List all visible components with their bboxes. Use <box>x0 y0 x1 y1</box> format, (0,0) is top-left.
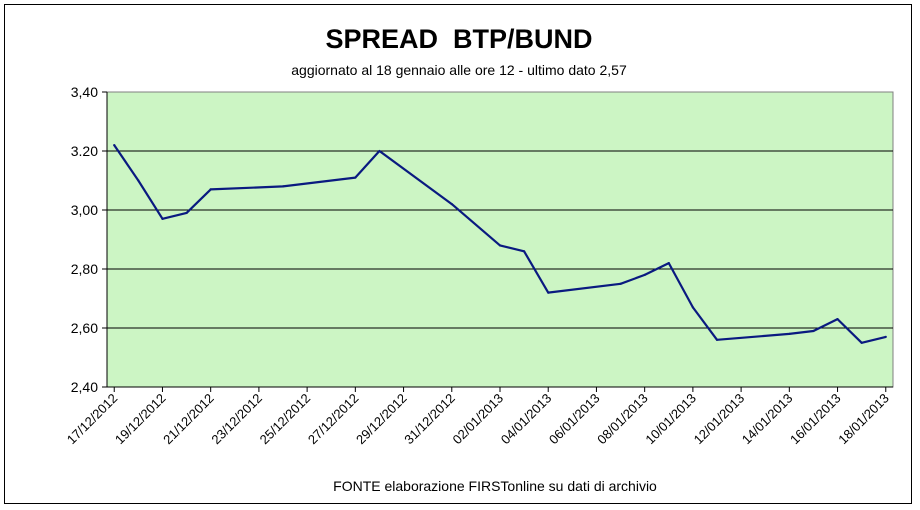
spread-chart: SPREAD BTP/BUND aggiornato al 18 gennaio… <box>64 24 894 494</box>
data-point <box>498 244 502 247</box>
x-tick-label: 06/01/2013 <box>546 391 603 448</box>
data-point <box>378 149 381 153</box>
data-point <box>523 250 526 253</box>
x-tick-label: 08/01/2013 <box>594 391 651 448</box>
data-point <box>450 203 453 206</box>
x-tick-label: 14/01/2013 <box>739 391 796 448</box>
y-tick-label: 3.20 <box>71 143 98 159</box>
chart-title: SPREAD BTP/BUND <box>325 24 592 54</box>
data-point <box>691 306 694 309</box>
x-tick-label: 02/01/2013 <box>449 391 506 448</box>
x-tick-label: 25/12/2012 <box>257 391 314 448</box>
data-point <box>281 185 285 188</box>
x-tick-label: 29/12/2012 <box>353 391 410 448</box>
x-tick-label: 18/01/2013 <box>835 391 892 448</box>
data-point <box>209 188 212 191</box>
data-point <box>113 144 116 147</box>
x-tick-label: 27/12/2012 <box>305 391 362 448</box>
data-point <box>812 329 815 333</box>
x-tick-label: 31/12/2012 <box>401 391 458 448</box>
data-point <box>788 332 791 335</box>
data-point <box>643 273 646 276</box>
y-tick-label: 2,40 <box>71 379 98 395</box>
plot-background <box>106 91 894 388</box>
x-tick-label: 12/01/2013 <box>691 391 748 448</box>
y-tick-label: 2,80 <box>71 261 98 277</box>
x-tick-label: 10/01/2013 <box>642 391 699 448</box>
chart-source: FONTE elaborazione FIRSTonline su dati d… <box>333 478 657 494</box>
x-tick-label: 17/12/2012 <box>64 391 121 448</box>
data-point <box>185 211 188 215</box>
data-point <box>619 282 622 285</box>
x-tick-label: 16/01/2013 <box>787 391 844 448</box>
spread-series-line <box>113 144 887 344</box>
data-point <box>836 318 839 321</box>
x-tick-label: 19/12/2012 <box>112 391 169 448</box>
data-point <box>860 341 863 344</box>
data-point <box>884 335 887 338</box>
data-point <box>137 179 140 182</box>
data-point <box>547 291 550 294</box>
data-point <box>354 176 357 179</box>
y-tick-label: 2,60 <box>71 320 98 336</box>
chart-subtitle: aggiornato al 18 gennaio alle ore 12 - u… <box>291 62 627 78</box>
x-tick-label: 21/12/2012 <box>160 391 217 448</box>
data-point <box>715 338 719 341</box>
data-point <box>161 217 164 220</box>
y-tick-label: 3,40 <box>71 84 98 100</box>
data-point <box>667 262 670 265</box>
x-tick-label: 04/01/2013 <box>498 391 555 448</box>
chart-frame: SPREAD BTP/BUND aggiornato al 18 gennaio… <box>4 4 912 504</box>
y-tick-label: 3,00 <box>71 202 98 218</box>
plot-area: 2,40 2,60 2,80 3,00 3.20 3,40 17/12/201219/12/… <box>64 84 894 448</box>
x-tick-label: 23/12/2012 <box>208 391 265 448</box>
